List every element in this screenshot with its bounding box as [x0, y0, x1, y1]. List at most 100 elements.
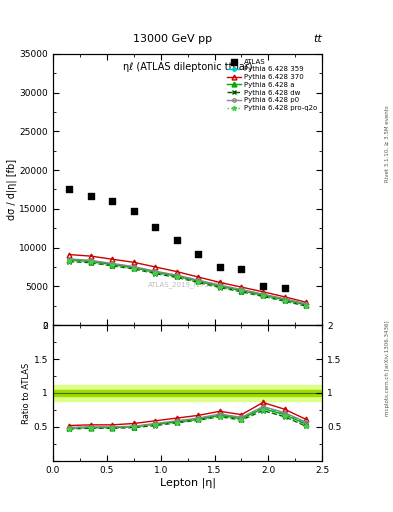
- ATLAS: [66, 185, 72, 194]
- Pythia 6.428 p0: [153, 268, 158, 274]
- Pythia 6.428 p0: [132, 264, 136, 270]
- ATLAS: [238, 265, 244, 273]
- Pythia 6.428 pro-q2o: [304, 303, 309, 309]
- Pythia 6.428 p0: [174, 272, 179, 278]
- ATLAS: [281, 284, 288, 292]
- Pythia 6.428 359: [282, 296, 287, 302]
- Pythia 6.428 dw: [110, 263, 115, 269]
- Pythia 6.428 p0: [196, 277, 201, 283]
- Pythia 6.428 370: [153, 264, 158, 270]
- Pythia 6.428 370: [67, 251, 72, 258]
- Text: 13000 GeV pp: 13000 GeV pp: [133, 33, 213, 44]
- Bar: [53, 390, 322, 396]
- Pythia 6.428 pro-q2o: [218, 284, 222, 290]
- Pythia 6.428 370: [282, 294, 287, 300]
- Pythia 6.428 p0: [282, 296, 287, 302]
- Pythia 6.428 a: [304, 302, 309, 308]
- Pythia 6.428 370: [239, 284, 244, 290]
- ATLAS: [131, 207, 137, 215]
- Text: ATLAS_2019_I1759875: ATLAS_2019_I1759875: [148, 281, 228, 288]
- Pythia 6.428 359: [88, 258, 93, 264]
- Text: mcplots.cern.ch [arXiv:1306.3436]: mcplots.cern.ch [arXiv:1306.3436]: [385, 321, 389, 416]
- Pythia 6.428 dw: [282, 298, 287, 304]
- Pythia 6.428 359: [67, 256, 72, 262]
- Pythia 6.428 pro-q2o: [132, 265, 136, 271]
- Line: Pythia 6.428 p0: Pythia 6.428 p0: [68, 257, 308, 306]
- Pythia 6.428 pro-q2o: [282, 297, 287, 304]
- Pythia 6.428 dw: [304, 303, 309, 309]
- Pythia 6.428 370: [110, 256, 115, 262]
- Pythia 6.428 359: [132, 264, 136, 270]
- X-axis label: Lepton |η|: Lepton |η|: [160, 477, 216, 488]
- Pythia 6.428 359: [153, 269, 158, 275]
- ATLAS: [88, 191, 94, 200]
- Pythia 6.428 a: [153, 269, 158, 275]
- Pythia 6.428 370: [132, 259, 136, 265]
- Y-axis label: dσ / d|η| [fb]: dσ / d|η| [fb]: [6, 159, 17, 220]
- Pythia 6.428 359: [261, 291, 265, 297]
- Pythia 6.428 359: [196, 278, 201, 284]
- ATLAS: [195, 250, 202, 258]
- ATLAS: [152, 223, 158, 231]
- Legend: ATLAS, Pythia 6.428 359, Pythia 6.428 370, Pythia 6.428 a, Pythia 6.428 dw, Pyth: ATLAS, Pythia 6.428 359, Pythia 6.428 37…: [226, 57, 319, 113]
- Pythia 6.428 359: [239, 287, 244, 293]
- ATLAS: [260, 282, 266, 290]
- Text: Rivet 3.1.10, ≥ 3.5M events: Rivet 3.1.10, ≥ 3.5M events: [385, 105, 389, 182]
- Pythia 6.428 p0: [261, 291, 265, 297]
- ATLAS: [174, 236, 180, 244]
- Pythia 6.428 a: [218, 283, 222, 289]
- ATLAS: [109, 197, 116, 205]
- Pythia 6.428 dw: [132, 266, 136, 272]
- Line: Pythia 6.428 a: Pythia 6.428 a: [67, 258, 309, 307]
- Y-axis label: Ratio to ATLAS: Ratio to ATLAS: [22, 362, 31, 423]
- Pythia 6.428 370: [196, 274, 201, 280]
- Pythia 6.428 pro-q2o: [67, 258, 72, 264]
- Pythia 6.428 370: [304, 299, 309, 305]
- Line: Pythia 6.428 370: Pythia 6.428 370: [67, 252, 309, 305]
- Pythia 6.428 359: [304, 301, 309, 307]
- Pythia 6.428 pro-q2o: [110, 262, 115, 268]
- Bar: [53, 385, 322, 401]
- Line: Pythia 6.428 dw: Pythia 6.428 dw: [67, 259, 309, 309]
- Text: tt: tt: [314, 33, 322, 44]
- Pythia 6.428 dw: [88, 260, 93, 266]
- Line: Pythia 6.428 359: Pythia 6.428 359: [68, 258, 308, 306]
- Pythia 6.428 dw: [261, 293, 265, 300]
- Pythia 6.428 dw: [196, 280, 201, 286]
- ATLAS: [217, 263, 223, 271]
- Pythia 6.428 a: [174, 273, 179, 280]
- Text: ηℓ (ATLAS dileptonic ttbar): ηℓ (ATLAS dileptonic ttbar): [123, 62, 252, 72]
- Pythia 6.428 pro-q2o: [174, 274, 179, 280]
- Pythia 6.428 a: [88, 259, 93, 265]
- Pythia 6.428 dw: [174, 274, 179, 281]
- Pythia 6.428 dw: [218, 285, 222, 291]
- Pythia 6.428 dw: [239, 289, 244, 295]
- Pythia 6.428 359: [218, 283, 222, 289]
- Pythia 6.428 a: [67, 257, 72, 263]
- Pythia 6.428 a: [110, 262, 115, 268]
- Pythia 6.428 dw: [67, 259, 72, 265]
- Pythia 6.428 370: [174, 269, 179, 275]
- Pythia 6.428 pro-q2o: [261, 293, 265, 299]
- Pythia 6.428 359: [174, 272, 179, 279]
- Pythia 6.428 p0: [110, 261, 115, 267]
- Pythia 6.428 a: [239, 288, 244, 294]
- Pythia 6.428 a: [282, 297, 287, 303]
- Pythia 6.428 p0: [218, 282, 222, 288]
- Pythia 6.428 p0: [88, 258, 93, 264]
- Pythia 6.428 a: [261, 292, 265, 298]
- Pythia 6.428 a: [196, 278, 201, 284]
- Pythia 6.428 370: [261, 289, 265, 295]
- Pythia 6.428 pro-q2o: [196, 279, 201, 285]
- Pythia 6.428 370: [88, 253, 93, 259]
- Pythia 6.428 359: [110, 261, 115, 267]
- Pythia 6.428 pro-q2o: [88, 259, 93, 265]
- Line: Pythia 6.428 pro-q2o: Pythia 6.428 pro-q2o: [67, 259, 309, 308]
- Pythia 6.428 dw: [153, 270, 158, 276]
- Pythia 6.428 pro-q2o: [153, 270, 158, 276]
- Pythia 6.428 p0: [67, 256, 72, 262]
- Pythia 6.428 p0: [304, 301, 309, 307]
- Pythia 6.428 pro-q2o: [239, 288, 244, 294]
- Pythia 6.428 p0: [239, 286, 244, 292]
- Pythia 6.428 370: [218, 280, 222, 286]
